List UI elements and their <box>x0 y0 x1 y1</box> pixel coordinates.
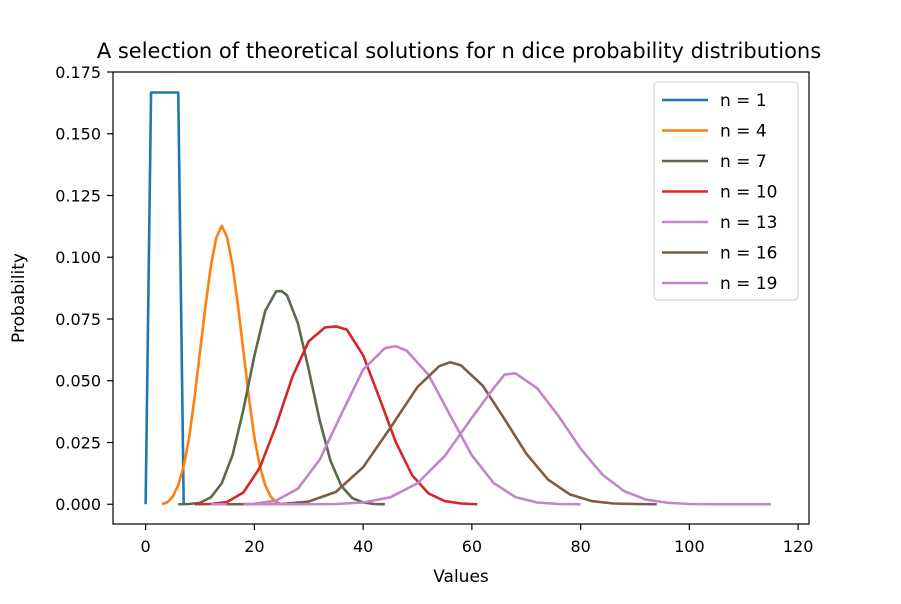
y-axis: 0.000 0.025 0.050 0.075 0.100 0.125 0.150 0.175 <box>55 63 113 514</box>
y-tick-label: 0.175 <box>55 63 101 82</box>
series-line-n-13 <box>210 344 581 506</box>
series-line-n-19 <box>243 372 771 506</box>
y-tick-label: 0.125 <box>55 186 101 205</box>
legend-label-n-19: n = 19 <box>720 274 777 294</box>
series-layer <box>144 91 771 506</box>
y-tick-label: 0.050 <box>55 372 101 391</box>
legend-label-n-10: n = 10 <box>720 183 777 203</box>
y-tick-label: 0.000 <box>55 495 101 514</box>
legend-box <box>653 81 799 301</box>
y-axis-label: Probability <box>9 253 29 343</box>
series-line-n-1 <box>144 91 185 505</box>
x-axis: 0 20 40 60 80 100 120 <box>141 524 814 556</box>
legend: n = 1 n = 4 n = 7 n = 10 n = 13 n = 16 n = 19 <box>653 81 799 301</box>
chart-title: A selection of theoretical solutions for… <box>97 39 821 63</box>
x-tick-label: 80 <box>570 537 590 556</box>
legend-label-n-4: n = 4 <box>720 122 767 142</box>
legend-label-n-16: n = 16 <box>720 244 777 264</box>
legend-entries: n = 1 n = 4 n = 7 n = 10 n = 13 n = 16 n = 19 <box>662 91 777 294</box>
y-tick-label: 0.025 <box>55 433 101 452</box>
series-line-n-16 <box>227 360 657 506</box>
series-line-n-4 <box>161 224 283 506</box>
x-tick-label: 60 <box>462 537 482 556</box>
y-tick-label: 0.150 <box>55 125 101 144</box>
legend-label-n-13: n = 13 <box>720 213 777 233</box>
x-tick-label: 40 <box>353 537 373 556</box>
x-tick-label: 0 <box>141 537 151 556</box>
plot-frame <box>112 71 810 525</box>
x-tick-label: 120 <box>783 537 814 556</box>
y-tick-label: 0.100 <box>55 248 101 267</box>
legend-label-n-1: n = 1 <box>720 91 767 111</box>
x-tick-label: 100 <box>674 537 705 556</box>
x-tick-label: 20 <box>244 537 264 556</box>
y-tick-label: 0.075 <box>55 310 101 329</box>
series-line-n-7 <box>178 289 385 506</box>
x-axis-label: Values <box>433 567 489 587</box>
series-line-n-10 <box>194 325 478 506</box>
legend-label-n-7: n = 7 <box>720 152 767 172</box>
